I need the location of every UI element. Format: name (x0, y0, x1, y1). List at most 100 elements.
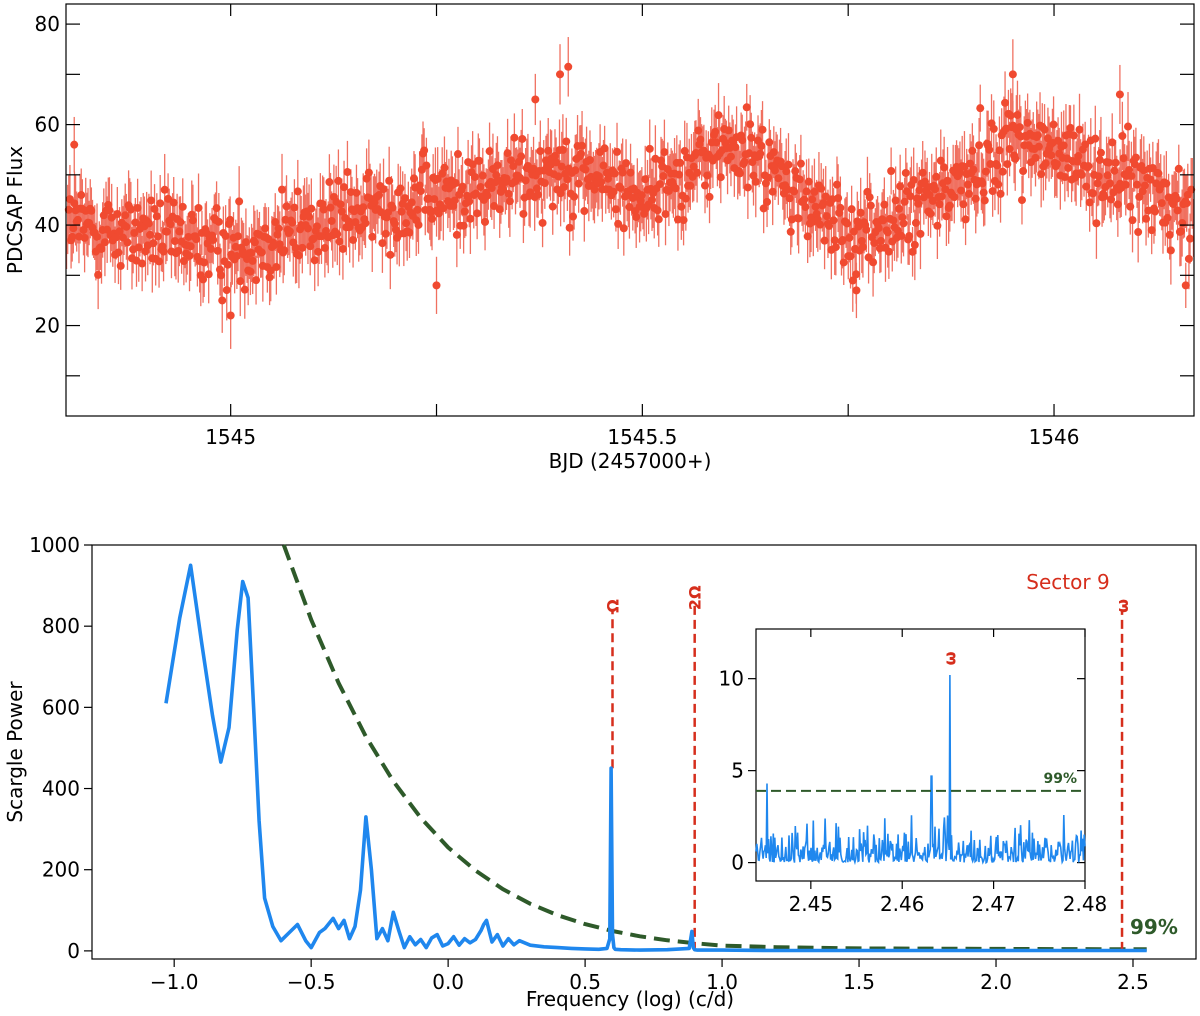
light-curve-point (150, 204, 159, 213)
light-curve-point (1047, 151, 1056, 160)
light-curve-point (540, 179, 549, 188)
light-curve-y-tick-label: 60 (35, 113, 60, 137)
light-curve-point (204, 270, 213, 279)
light-curve-point (711, 127, 720, 136)
light-curve-point (660, 148, 669, 157)
light-curve-point (578, 141, 587, 150)
light-curve-point (870, 238, 879, 247)
light-curve-y-tick-label: 20 (35, 314, 60, 338)
light-curve-point (748, 158, 757, 167)
light-curve-point (569, 212, 578, 221)
light-curve-point (562, 137, 571, 146)
periodogram-x-tick-label: 1.5 (843, 970, 875, 994)
light-curve-point (1011, 154, 1020, 163)
light-curve-point (97, 244, 106, 253)
light-curve-point (989, 124, 998, 133)
light-curve-point (976, 104, 985, 113)
light-curve-x-tick-label: 1545 (205, 425, 256, 449)
light-curve-point (388, 203, 397, 212)
periodogram-y-tick-label: 200 (42, 858, 80, 882)
light-curve-point (458, 182, 467, 191)
light-curve-point (676, 158, 685, 167)
light-curve-point (585, 156, 594, 165)
light-curve-point (451, 179, 460, 188)
light-curve-point (570, 192, 579, 201)
light-curve-point (115, 227, 124, 236)
periodogram-y-tick-label: 600 (42, 695, 80, 719)
light-curve-point (352, 188, 361, 197)
light-curve-point (968, 146, 977, 155)
light-curve-point (825, 221, 834, 230)
light-curve-point (459, 221, 468, 230)
light-curve-point (664, 186, 673, 195)
light-curve-point (950, 193, 959, 202)
light-curve-points (64, 62, 1196, 320)
light-curve-point (1092, 219, 1101, 228)
light-curve-point (1019, 167, 1028, 176)
periodogram-x-tick-label: 0.5 (569, 970, 601, 994)
light-curve-point (1077, 170, 1086, 179)
light-curve-point (822, 212, 831, 221)
light-curve-point (801, 203, 810, 212)
light-curve-point (1127, 171, 1136, 180)
light-curve-point (980, 196, 989, 205)
light-curve-point (336, 200, 345, 209)
light-curve-point (113, 209, 122, 218)
light-curve-point (364, 168, 373, 177)
light-curve-point (1162, 179, 1171, 188)
light-curve-point (898, 213, 907, 222)
light-curve-point (159, 247, 168, 256)
light-curve-frame (65, 3, 1195, 417)
light-curve-point (945, 201, 954, 210)
light-curve-point (618, 168, 627, 177)
light-curve-point (874, 224, 883, 233)
light-curve-point (223, 260, 232, 269)
light-curve-point (307, 204, 316, 213)
light-curve-point (317, 232, 326, 241)
light-curve-point (790, 187, 799, 196)
light-curve-point (681, 194, 690, 203)
periodogram-frame (91, 544, 1197, 960)
light-curve-point (829, 216, 838, 225)
light-curve-point (1115, 90, 1124, 99)
light-curve-point (272, 263, 281, 272)
light-curve-point (1084, 162, 1093, 171)
light-curve-point (653, 206, 662, 215)
light-curve-point (234, 232, 243, 241)
light-curve-point (285, 227, 294, 236)
light-curve-point (1140, 181, 1149, 190)
light-curve-point (192, 235, 201, 244)
light-curve-point (280, 246, 289, 255)
light-curve-point (475, 156, 484, 165)
light-curve-point (452, 230, 461, 239)
light-curve-point (985, 145, 994, 154)
light-curve-point (800, 195, 809, 204)
light-curve-point (998, 167, 1007, 176)
light-curve-point (677, 202, 686, 211)
light-curve-point (217, 271, 226, 280)
light-curve-point (1131, 153, 1140, 162)
light-curve-point (831, 243, 840, 252)
light-curve-point (361, 219, 370, 228)
light-curve-point (811, 202, 820, 211)
light-curve-point (1100, 192, 1109, 201)
harmonic-marker-label: 2Ω (686, 585, 705, 610)
light-curve-point (306, 242, 315, 251)
light-curve-point (246, 267, 255, 276)
light-curve-point (390, 219, 399, 228)
light-curve-point (326, 203, 335, 212)
light-curve-point (305, 212, 314, 221)
light-curve-point (557, 162, 566, 171)
light-curve-point (749, 171, 758, 180)
light-curve-point (671, 184, 680, 193)
light-curve-point (478, 171, 487, 180)
light-curve-point (1059, 141, 1068, 150)
light-curve-point (1037, 170, 1046, 179)
light-curve-point (1172, 194, 1181, 203)
light-curve-point (978, 179, 987, 188)
light-curve-point (613, 147, 622, 156)
periodogram-panel: −1.0 −0.5 0.0 0.5 1.0 1.5 2.0 2.5 0 200 400 600 800… (3, 533, 1197, 1011)
light-curve-point (810, 187, 819, 196)
light-curve-point (796, 159, 805, 168)
